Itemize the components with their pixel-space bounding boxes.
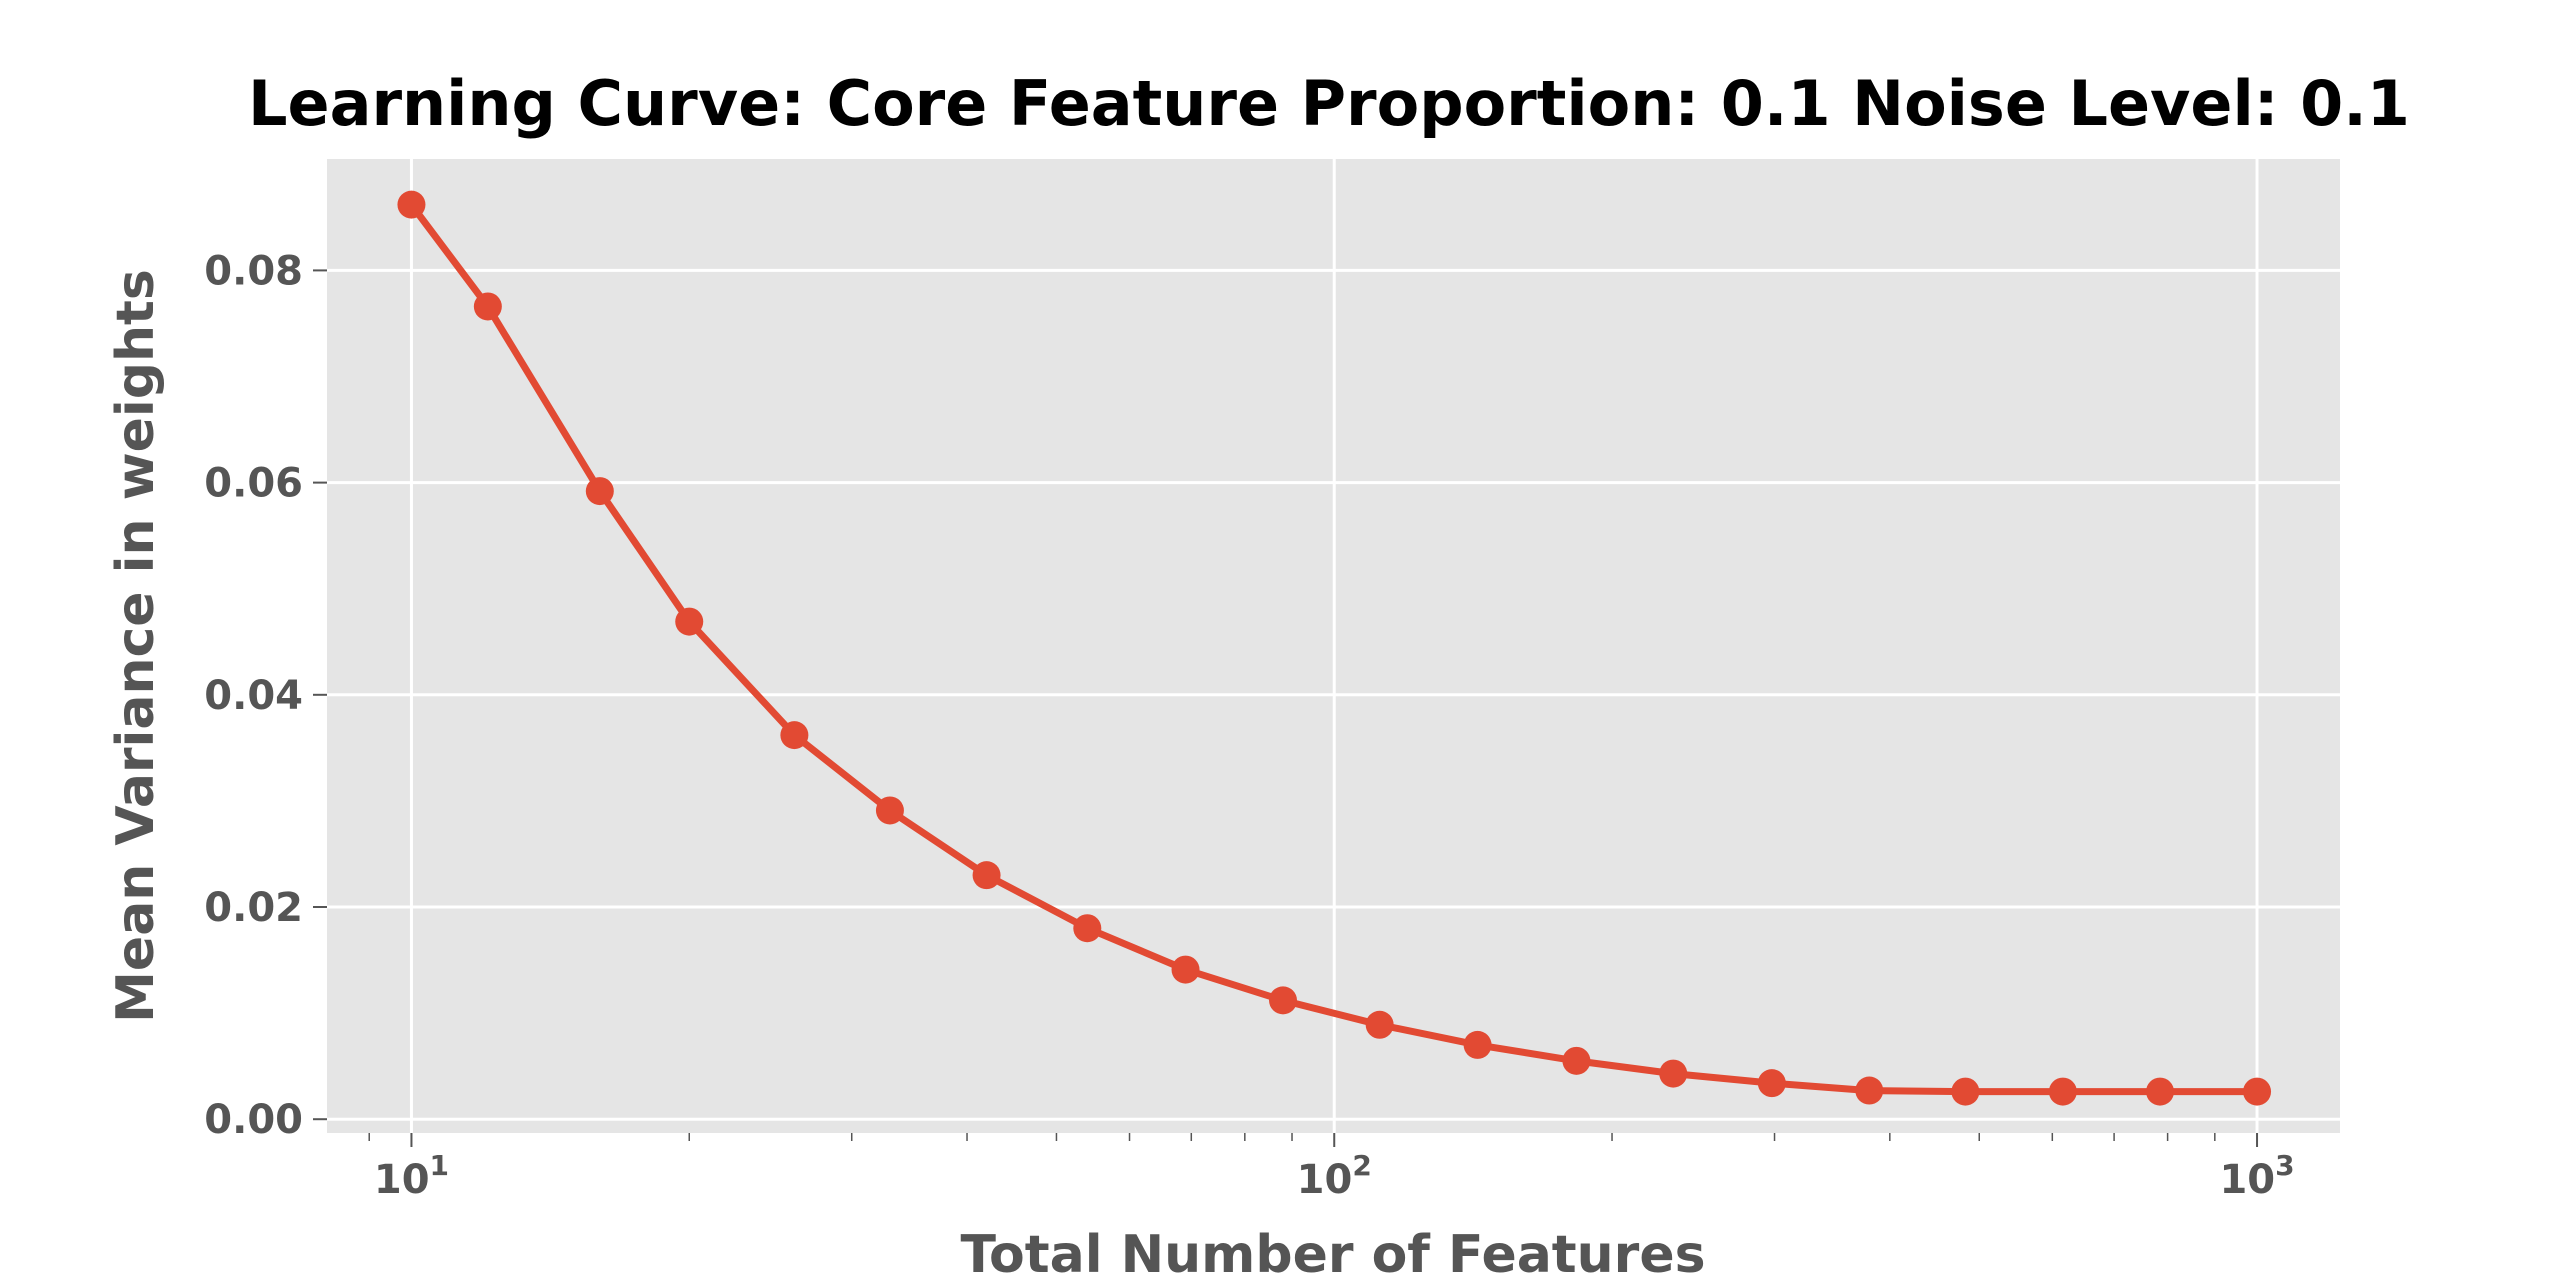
data-point — [585, 477, 614, 506]
y-tick-label: 0.08 — [204, 248, 303, 294]
series-layer — [397, 190, 2272, 1106]
data-point — [1562, 1046, 1591, 1075]
data-point — [397, 190, 426, 219]
data-point — [780, 721, 809, 750]
series-line — [407, 201, 2261, 1096]
data-point — [1757, 1069, 1786, 1098]
y-tick-label: 0.06 — [204, 461, 303, 507]
data-point — [2146, 1077, 2175, 1106]
x-axis-label: Total Number of Features — [960, 1225, 1705, 1280]
data-point — [1659, 1059, 1688, 1088]
grid-lines — [327, 159, 2340, 1133]
y-tick-label: 0.00 — [204, 1097, 303, 1143]
data-point — [2048, 1077, 2077, 1106]
data-point — [1855, 1076, 1884, 1105]
data-point — [473, 292, 502, 321]
data-point — [972, 861, 1001, 890]
y-tick-label: 0.02 — [204, 885, 303, 931]
data-point — [1365, 1010, 1394, 1039]
x-tick-label: 103 — [2219, 1149, 2294, 1203]
data-point — [1269, 986, 1298, 1015]
data-point — [2243, 1077, 2272, 1106]
data-point — [875, 796, 904, 825]
y-axis-label: Mean Variance in weights — [106, 269, 166, 1023]
chart-title: Learning Curve: Core Feature Proportion:… — [248, 67, 2410, 140]
axis-ticks: 0.00 0.02 0.04 0.06 0.08 101 102 103 — [204, 248, 2294, 1203]
data-point — [1073, 914, 1102, 943]
data-point — [1171, 955, 1200, 984]
x-tick-label: 101 — [374, 1149, 449, 1203]
data-point — [675, 607, 704, 636]
data-point — [1951, 1077, 1980, 1106]
data-point — [1463, 1030, 1492, 1059]
y-tick-label: 0.04 — [204, 673, 303, 719]
x-tick-label: 102 — [1297, 1149, 1372, 1203]
